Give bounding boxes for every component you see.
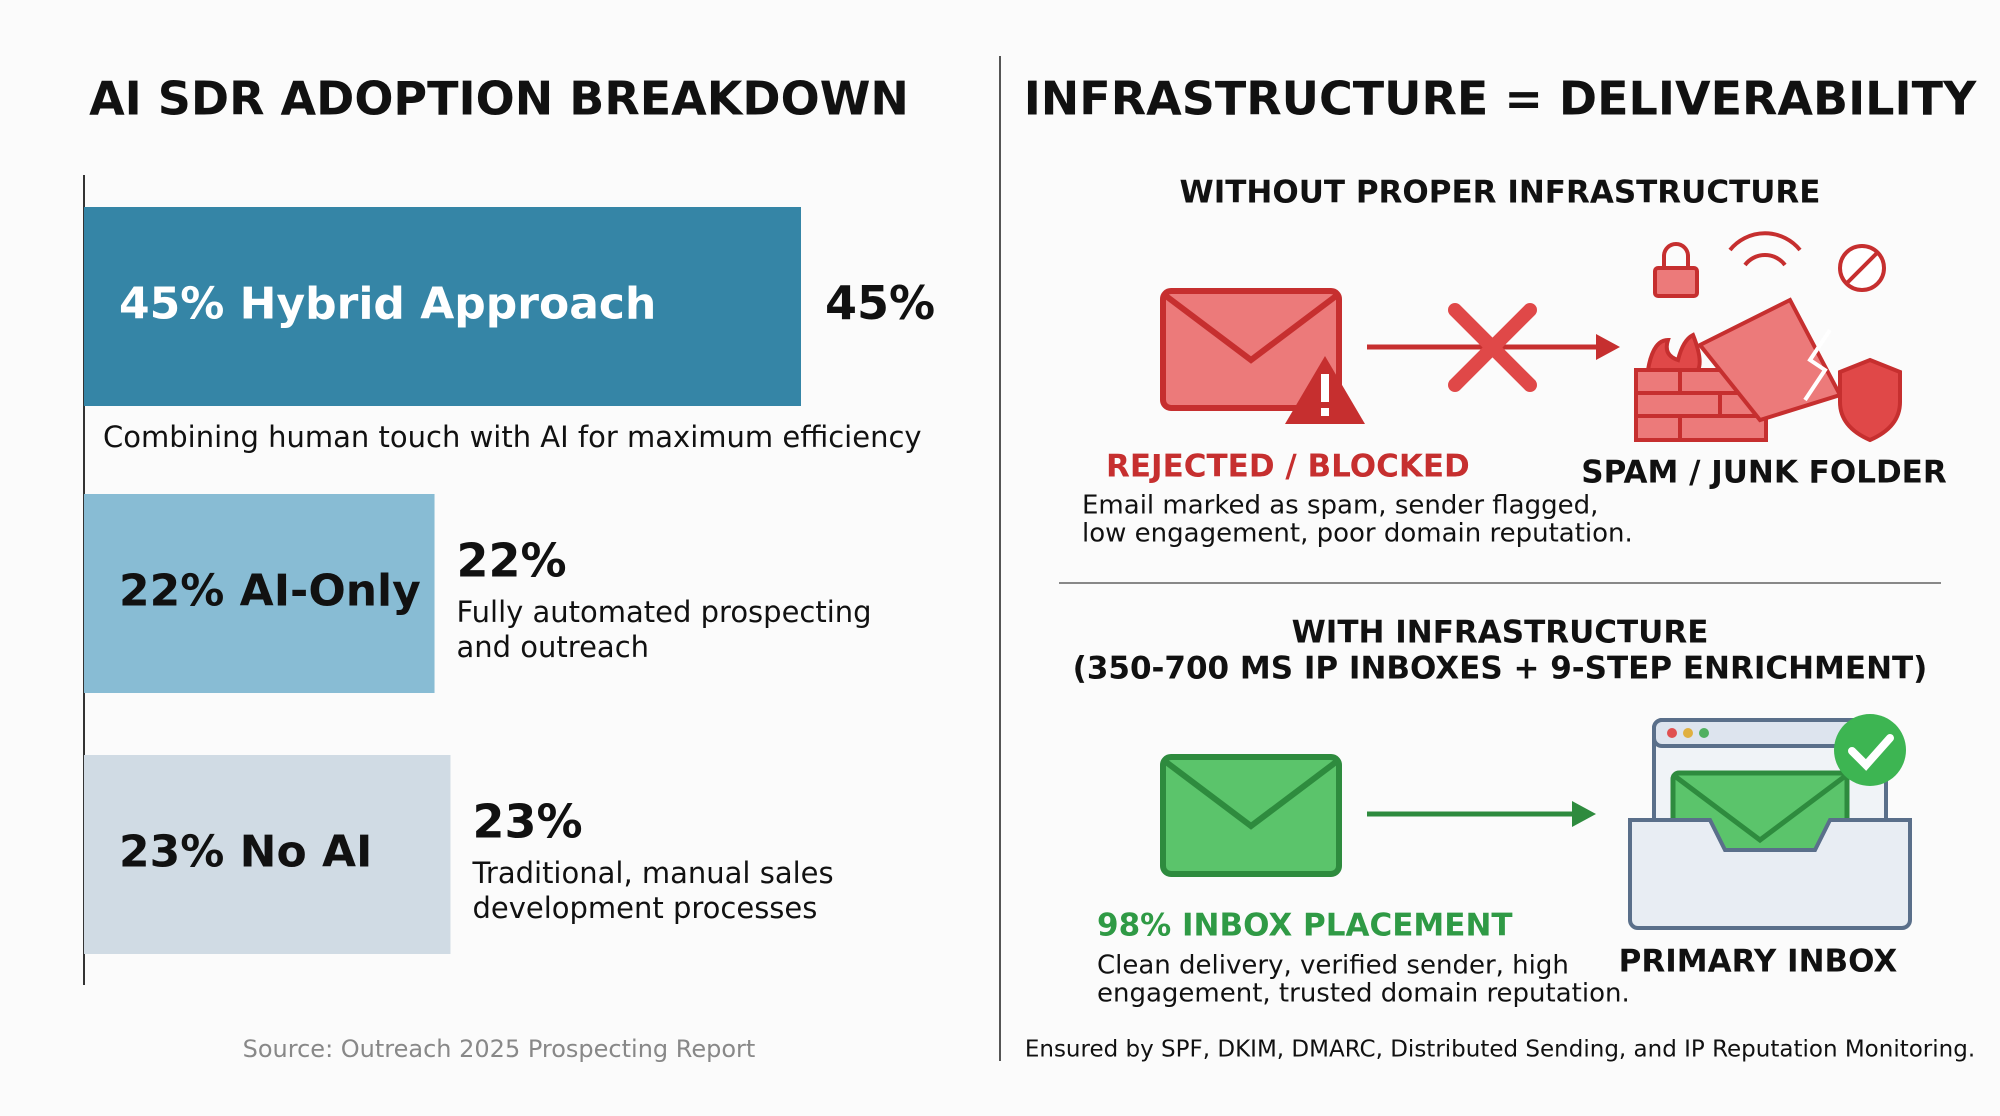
spam-icon <box>1634 231 1902 443</box>
bar <box>84 207 801 406</box>
bar <box>84 494 435 693</box>
bar-label: 22% AI-Only <box>119 566 421 617</box>
without-status: REJECTED / BLOCKED <box>1106 449 1470 485</box>
bar-description: development processes <box>472 891 817 925</box>
with-description: Clean delivery, verified sender, high <box>1097 951 1569 981</box>
bars: 45% Hybrid Approach 45% Combining human to… <box>84 207 935 954</box>
bar <box>84 755 451 954</box>
without-description: Email marked as spam, sender flagged, <box>1082 491 1598 521</box>
with-description: engagement, trusted domain reputation. <box>1097 979 1630 1009</box>
value-label: 45% <box>825 276 935 330</box>
value-label: 22% <box>457 534 567 588</box>
red-envelope-icon <box>1160 288 1365 424</box>
without-heading: WITHOUT PROPER INFRASTRUCTURE <box>1180 175 1821 211</box>
value-label: 23% <box>472 795 582 849</box>
with-status: 98% INBOX PLACEMENT <box>1097 908 1513 944</box>
bar-description: and outreach <box>457 630 650 664</box>
delivery-arrow <box>1367 801 1596 827</box>
bar-label: 23% No AI <box>119 827 372 878</box>
bar-description: Fully automated prospecting <box>457 595 872 629</box>
bar-description: Traditional, manual sales <box>471 856 833 890</box>
with-destination: PRIMARY INBOX <box>1619 944 1898 980</box>
with-heading: (350-700 MS IP INBOXES + 9-STEP ENRICHME… <box>1073 651 1928 687</box>
green-envelope-icon <box>1160 754 1342 877</box>
right-title: INFRASTRUCTURE = DELIVERABILITY <box>1024 72 1977 126</box>
source: Source: Outreach 2025 Prospecting Report <box>243 1035 756 1063</box>
without-destination: SPAM / JUNK FOLDER <box>1581 455 1947 491</box>
without-description: low engagement, poor domain reputation. <box>1082 519 1633 549</box>
with-heading: WITH INFRASTRUCTURE <box>1292 615 1709 651</box>
footer: Ensured by SPF, DKIM, DMARC, Distributed… <box>1025 1037 1975 1063</box>
bar-label: 45% Hybrid Approach <box>119 279 656 330</box>
bar-description: Combining human touch with AI for maximu… <box>103 420 922 454</box>
inbox-icon <box>1628 714 1912 930</box>
blocked-arrow <box>1367 303 1620 392</box>
chart-title: AI SDR ADOPTION BREAKDOWN <box>89 72 909 126</box>
